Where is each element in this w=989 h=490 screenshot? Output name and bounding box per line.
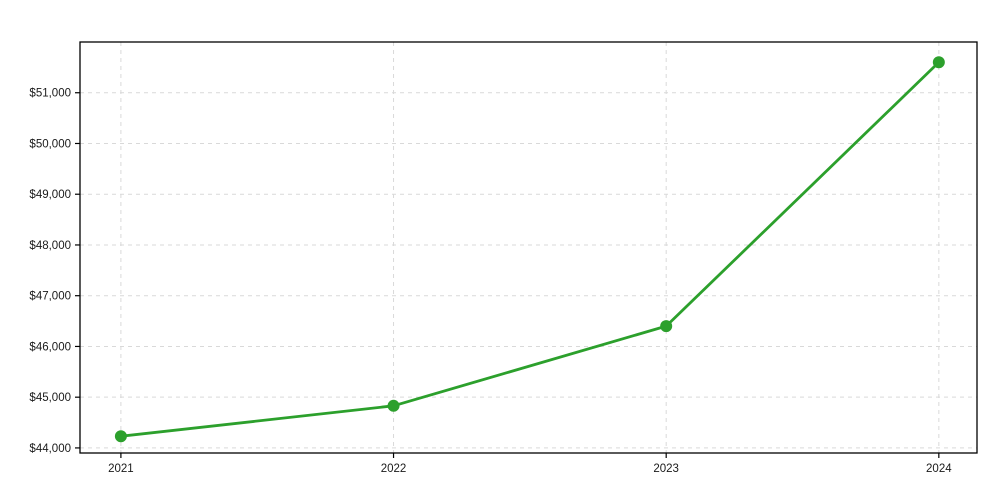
x-tick-label: 2023 [653, 463, 679, 475]
y-tick-label: $48,000 [29, 240, 71, 252]
y-tick-label: $46,000 [29, 341, 71, 353]
x-tick-label: 2022 [381, 463, 407, 475]
data-point-marker [114, 430, 127, 443]
y-tick-label: $50,000 [29, 138, 71, 150]
y-tick-label: $45,000 [29, 392, 71, 404]
data-point-marker [932, 56, 945, 69]
y-tick-label: $44,000 [29, 443, 71, 455]
y-tick-label: $47,000 [29, 291, 71, 303]
x-tick-label: 2024 [926, 463, 952, 475]
plot-border [79, 41, 978, 454]
data-point-marker [387, 399, 400, 412]
y-tick-label: $49,000 [29, 189, 71, 201]
data-point-marker [660, 320, 673, 333]
y-tick-label: $51,000 [29, 88, 71, 100]
trend-line [119, 60, 941, 438]
x-tick-label: 2021 [108, 463, 134, 475]
